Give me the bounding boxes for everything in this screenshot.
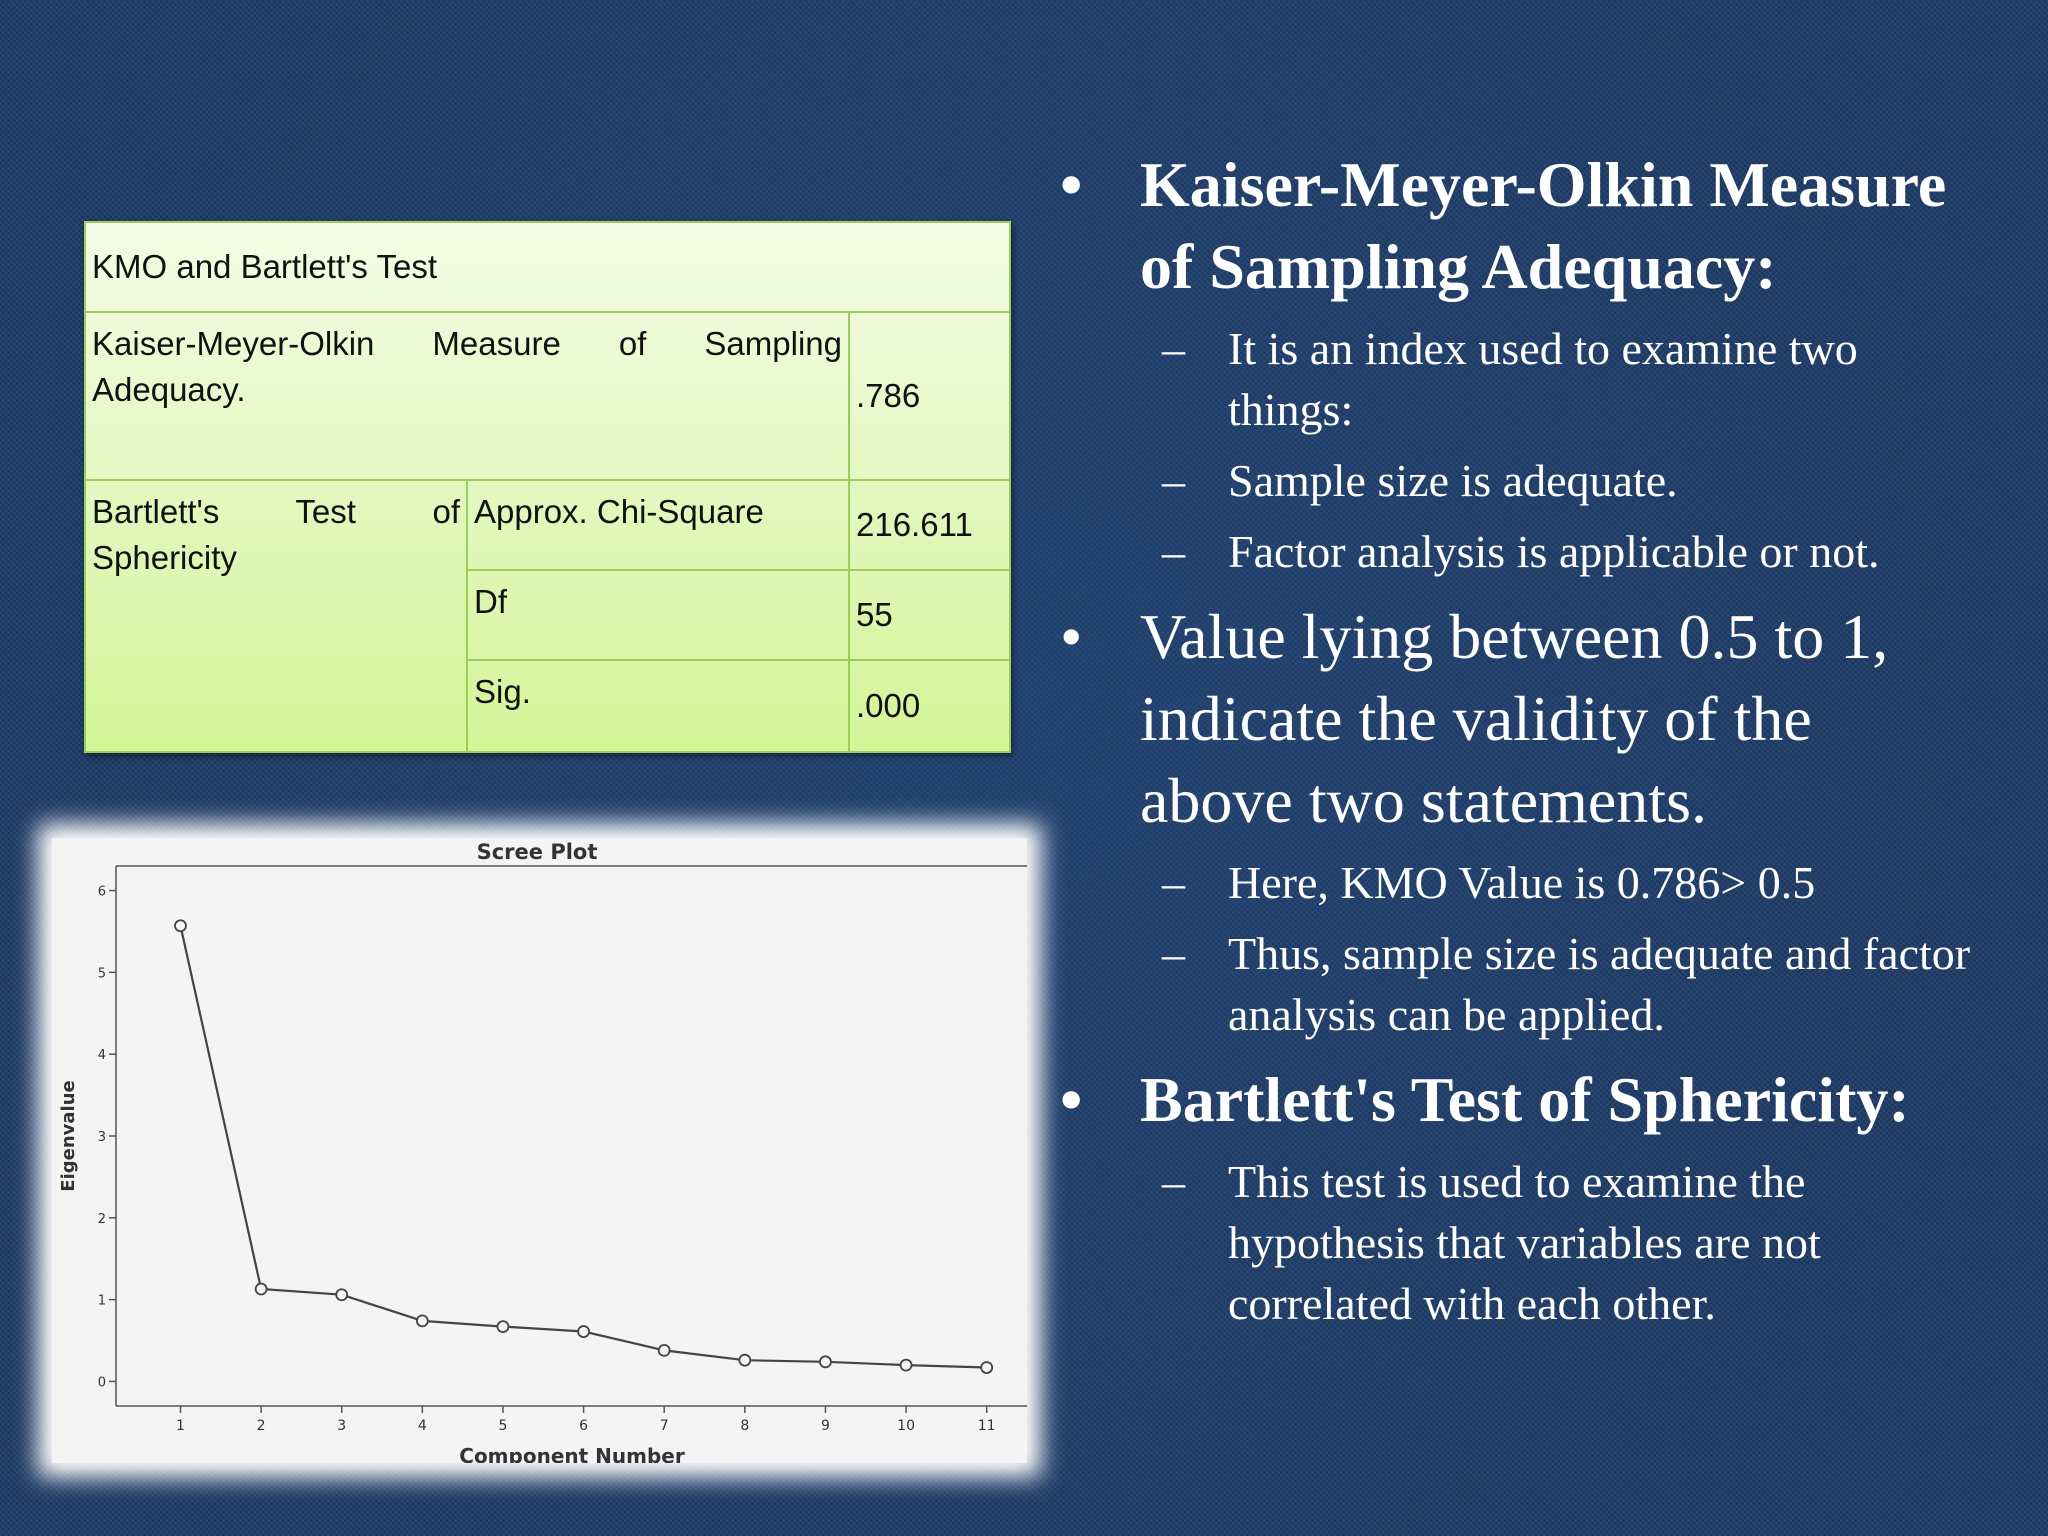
x-tick-label: 10: [897, 1418, 915, 1434]
bullet-glyph: •: [1060, 149, 1083, 220]
dash-glyph: –: [1162, 455, 1185, 506]
df-label: Df: [466, 569, 850, 661]
bullet-value-range-text: Value lying between 0.5 to 1, indicate t…: [1140, 601, 1889, 836]
data-point: [254, 1282, 268, 1296]
bullet-value-range: • Value lying between 0.5 to 1, indicate …: [1060, 596, 1980, 842]
data-point: [577, 1325, 590, 1338]
scree-plot: Scree Plot Component Number Eigenvalue 0…: [52, 838, 1027, 1463]
kmo-label-cell: Kaiser-Meyer-Olkin Measure of Sampling Ad…: [84, 311, 850, 481]
bullet-bartlett: • Bartlett's Test of Sphericity:: [1060, 1059, 1980, 1141]
kmo-value: .786: [848, 311, 1011, 481]
dash-glyph: –: [1162, 928, 1185, 979]
dash-glyph: –: [1162, 323, 1185, 374]
bullet-bartlett-text: Bartlett's Test of Sphericity:: [1140, 1064, 1910, 1135]
x-tick-label: 9: [821, 1418, 830, 1434]
sub-item-text: Here, KMO Value is 0.786> 0.5: [1228, 857, 1816, 908]
x-axis-label: Component Number: [459, 1444, 685, 1463]
df-value: 55: [848, 569, 1011, 661]
x-tick-label: 4: [418, 1418, 427, 1434]
scree-plot-svg: Scree Plot Component Number Eigenvalue 0…: [58, 840, 1027, 1463]
sub-item: – This test is used to examine the hypoth…: [1060, 1151, 1980, 1334]
chi-square-value: 216.611: [848, 479, 1011, 571]
data-point: [819, 1355, 832, 1369]
dash-glyph: –: [1162, 857, 1185, 908]
kmo-bartlett-table: KMO and Bartlett's Test Kaiser-Meyer-Olk…: [84, 221, 1011, 753]
data-point: [657, 1343, 671, 1357]
sub-item-text: Factor analysis is applicable or not.: [1228, 526, 1880, 577]
data-point: [174, 919, 187, 933]
sub-item: – Here, KMO Value is 0.786> 0.5: [1060, 852, 1980, 913]
bartlett-label-cell: Bartlett's Test of Sphericity: [84, 479, 468, 753]
y-tick-label: 3: [98, 1130, 106, 1145]
bullet-glyph: •: [1060, 1064, 1083, 1135]
sub-item: – Sample size is adequate.: [1060, 450, 1980, 511]
y-axis-label: Eigenvalue: [58, 1080, 79, 1191]
dash-glyph: –: [1162, 526, 1185, 577]
x-tick-label: 6: [579, 1418, 588, 1434]
bullet-list: • Kaiser-Meyer-Olkin Measure of Sampling …: [1060, 136, 1980, 1334]
sub-item-text: It is an index used to examine two thing…: [1228, 323, 1858, 435]
sub-item-text: Thus, sample size is adequate and factor…: [1228, 928, 1971, 1040]
bullet-kmo: • Kaiser-Meyer-Olkin Measure of Sampling …: [1060, 144, 1980, 308]
chi-square-label: Approx. Chi-Square: [466, 479, 850, 571]
kmo-label-line2: Adequacy.: [92, 370, 246, 408]
sig-value: .000: [848, 659, 1011, 753]
chart-title: Scree Plot: [477, 840, 598, 864]
x-tick-label: 11: [978, 1418, 996, 1434]
sig-label: Sig.: [466, 659, 850, 753]
y-tick-label: 0: [98, 1375, 106, 1390]
kmo-label-line1: Kaiser-Meyer-Olkin Measure of Sampling: [92, 325, 842, 362]
sub-item: – Factor analysis is applicable or not.: [1060, 521, 1980, 582]
y-tick-label: 4: [98, 1048, 106, 1063]
data-point: [980, 1361, 994, 1374]
x-tick-label: 8: [740, 1418, 749, 1434]
dash-glyph: –: [1162, 1156, 1185, 1207]
x-tick-label: 3: [337, 1418, 346, 1434]
data-point: [738, 1353, 752, 1367]
y-tick-label: 2: [98, 1212, 106, 1227]
x-tick-label: 2: [257, 1418, 266, 1434]
bullet-kmo-text: Kaiser-Meyer-Olkin Measure of Sampling A…: [1140, 149, 1947, 302]
bartlett-label-line2: Sphericity: [92, 538, 237, 576]
x-tick-label: 5: [499, 1418, 508, 1434]
y-tick-label: 5: [98, 966, 106, 981]
data-point: [496, 1320, 510, 1334]
y-tick-label: 6: [98, 885, 106, 900]
data-point: [335, 1288, 349, 1302]
data-point: [415, 1314, 429, 1328]
eigenvalue-line: [179, 925, 987, 1369]
sub-item-text: This test is used to examine the hypothe…: [1228, 1156, 1821, 1329]
y-tick-label: 1: [98, 1294, 106, 1309]
x-tick-label: 7: [660, 1418, 669, 1434]
sub-item: – Thus, sample size is adequate and facto…: [1060, 923, 1980, 1045]
sub-item-text: Sample size is adequate.: [1228, 455, 1678, 506]
x-tick-label: 1: [176, 1418, 185, 1434]
data-point: [899, 1358, 913, 1372]
table-title: KMO and Bartlett's Test: [84, 221, 1011, 313]
sub-item: – It is an index used to examine two thi…: [1060, 318, 1980, 440]
bartlett-label-line1: Bartlett's Test of: [92, 493, 460, 530]
bullet-glyph: •: [1060, 601, 1083, 672]
plot-area: 0 1 2 3 4 5 6 1 2 3 4 5 6 7 8 9 10 11: [98, 865, 1027, 1434]
